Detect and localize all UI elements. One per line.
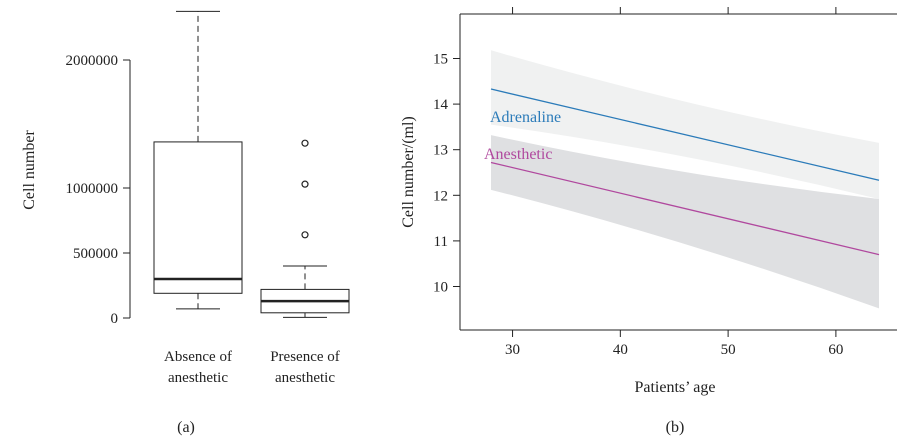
y-axis bbox=[123, 59, 131, 319]
confidence-band bbox=[491, 50, 879, 199]
x-tick-label: 30 bbox=[505, 342, 520, 358]
y-tick-label: 15 bbox=[433, 52, 448, 68]
x-category-label: Presence of bbox=[270, 349, 340, 365]
x-tick-labels: 30 40 50 60 bbox=[505, 342, 843, 358]
regression-line bbox=[490, 161, 880, 256]
confidence-bands bbox=[491, 50, 879, 309]
y-tick-label: 0 bbox=[111, 311, 119, 327]
x-category-label: anesthetic bbox=[168, 370, 228, 386]
panel-label-a: (a) bbox=[177, 419, 195, 436]
regression-panel: 30 40 50 60 10 11 12 13 14 15 Adrenaline Anesthet… bbox=[400, 7, 897, 436]
x-category-label: Absence of bbox=[164, 349, 232, 365]
y-tick-labels: 0 500000 1000000 2000000 bbox=[66, 53, 119, 327]
y-tick-label: 13 bbox=[433, 143, 448, 159]
y-tick-label: 1000000 bbox=[66, 181, 119, 197]
y-tick-labels: 10 11 12 13 14 15 bbox=[433, 52, 449, 296]
axes bbox=[453, 7, 897, 337]
box-iqr bbox=[153, 141, 243, 294]
x-axis-title: Patients’ age bbox=[634, 379, 715, 396]
series-label-adrenaline: Adrenaline bbox=[490, 109, 561, 126]
y-tick-label: 500000 bbox=[73, 246, 118, 262]
regression-line bbox=[490, 88, 880, 181]
x-tick-label: 50 bbox=[721, 342, 736, 358]
regression-lines bbox=[490, 88, 880, 256]
outlier-point bbox=[301, 180, 309, 188]
box-group-2 bbox=[260, 139, 350, 318]
y-tick-label: 10 bbox=[433, 280, 448, 296]
x-tick-label: 40 bbox=[613, 342, 628, 358]
box-group-1 bbox=[153, 10, 243, 310]
x-tick-labels: Absence of anesthetic Presence of anestheti… bbox=[164, 349, 340, 386]
confidence-band bbox=[491, 135, 879, 309]
box-plot-panel: 0 500000 1000000 2000000 Cell number Absenc… bbox=[21, 10, 350, 436]
series-labels: Adrenaline Anesthetic bbox=[484, 109, 561, 163]
panel-label-b: (b) bbox=[666, 419, 685, 436]
outlier-point bbox=[301, 139, 309, 147]
outlier-point bbox=[301, 231, 309, 239]
y-tick-label: 14 bbox=[433, 97, 449, 113]
y-tick-label: 11 bbox=[434, 234, 448, 250]
y-axis-title: Cell number bbox=[21, 130, 38, 210]
x-tick-label: 60 bbox=[828, 342, 843, 358]
x-category-label: anesthetic bbox=[275, 370, 335, 386]
y-tick-label: 12 bbox=[433, 188, 448, 204]
y-axis-title-b: Cell number/(ml) bbox=[400, 116, 417, 228]
y-tick-label: 2000000 bbox=[66, 53, 119, 69]
series-label-anesthetic: Anesthetic bbox=[484, 146, 552, 163]
boxes bbox=[153, 10, 350, 318]
